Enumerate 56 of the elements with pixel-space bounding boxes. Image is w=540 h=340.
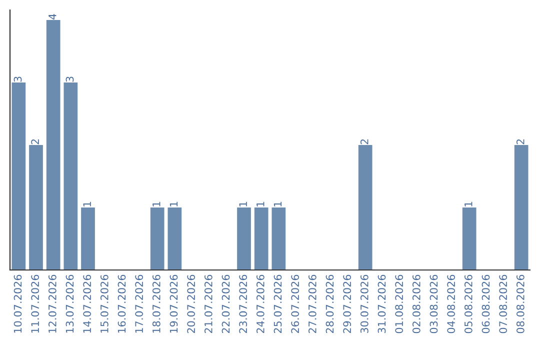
- x-tick-label: 22.07.2026: [222, 274, 230, 334]
- bar: [12, 82, 26, 270]
- x-tick-label: 12.07.2026: [48, 274, 56, 333]
- x-tick-label: 30.07.2026: [360, 274, 368, 334]
- bar: [29, 145, 43, 270]
- x-tick-label: 20.07.2026: [187, 274, 196, 334]
- data-label: 2: [360, 139, 368, 144]
- data-label: 2: [31, 139, 39, 144]
- bar: [254, 208, 268, 270]
- bar: [358, 145, 372, 270]
- bar: [462, 208, 476, 270]
- x-tick-label: 23.07.2026: [239, 274, 248, 334]
- data-label: 1: [170, 202, 178, 206]
- bar: [514, 145, 528, 270]
- x-tick-label: 29.07.2026: [343, 274, 352, 334]
- x-tick-label: 11.07.2026: [31, 274, 40, 333]
- x-tick-label: 07.08.2026: [499, 274, 508, 334]
- x-tick-label: 02.08.2026: [412, 274, 420, 334]
- x-tick-label: 10.07.2026: [14, 274, 22, 333]
- x-tick-label: 27.07.2026: [308, 274, 316, 334]
- x-tick-label: 01.08.2026: [395, 274, 404, 334]
- x-tick-label: 14.07.2026: [83, 274, 92, 333]
- x-tick-label: 18.07.2026: [152, 274, 160, 333]
- bar: [168, 208, 182, 270]
- x-tick-label: 13.07.2026: [66, 274, 74, 333]
- x-tick-label: 08.08.2026: [516, 274, 524, 334]
- x-tick-label: 28.07.2026: [326, 274, 334, 334]
- data-label: 1: [464, 202, 472, 206]
- bar: [272, 208, 286, 270]
- x-tick-label: 06.08.2026: [482, 274, 490, 334]
- x-tick-label: 15.07.2026: [100, 274, 108, 333]
- x-tick-label: 17.07.2026: [135, 274, 144, 333]
- bar: [64, 82, 78, 270]
- x-tick-label: 19.07.2026: [170, 274, 178, 333]
- data-label: 2: [516, 139, 524, 144]
- x-tick-label: 25.07.2026: [274, 274, 282, 334]
- data-label: 1: [83, 202, 91, 206]
- x-tick-label: 31.07.2026: [378, 274, 386, 334]
- data-label: 1: [256, 202, 264, 206]
- data-label: 3: [14, 76, 22, 82]
- bar: [237, 208, 251, 270]
- bar: [150, 208, 164, 270]
- x-tick-label: 05.08.2026: [464, 274, 472, 334]
- x-tick-label: 03.08.2026: [430, 274, 438, 334]
- x-tick-label: 16.07.2026: [118, 274, 126, 333]
- data-label: 3: [66, 76, 74, 82]
- x-tick-label: 04.08.2026: [447, 274, 456, 334]
- data-label: 4: [48, 14, 56, 20]
- x-tick-label: 26.07.2026: [291, 274, 300, 334]
- bar: [46, 20, 60, 270]
- x-tick-label: 24.07.2026: [256, 274, 264, 334]
- x-tick-label: 21.07.2026: [204, 274, 212, 334]
- bar: [81, 208, 95, 270]
- data-label: 1: [274, 202, 282, 206]
- data-label: 1: [239, 202, 247, 206]
- data-label: 1: [152, 202, 160, 206]
